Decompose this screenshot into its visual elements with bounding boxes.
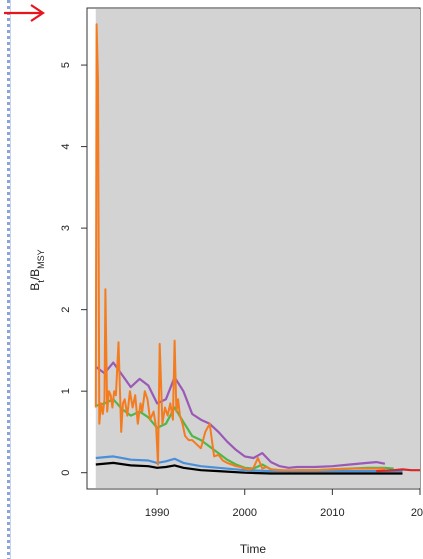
y-tick-label: 1 xyxy=(60,388,72,394)
series-line-3 xyxy=(95,461,403,475)
x-tick-label: 1990 xyxy=(145,507,169,519)
x-tick-label: 2000 xyxy=(232,507,256,519)
y-tick-label: 2 xyxy=(60,307,72,313)
x-tick-label: 202 xyxy=(411,507,423,519)
y-tick-label: 3 xyxy=(60,225,72,231)
series-line-0 xyxy=(95,361,386,469)
background-band-layer xyxy=(95,9,421,488)
x-tick-label: 2010 xyxy=(320,507,344,519)
y-tick-label: 0 xyxy=(60,470,72,476)
y-tick-label: 4 xyxy=(60,144,72,150)
y-tick-label: 5 xyxy=(60,62,72,68)
axis-layer: 199020002010202012345 xyxy=(60,62,423,519)
left-rail-dashes xyxy=(7,0,10,559)
background-band xyxy=(95,9,421,488)
series-line-5 xyxy=(94,23,385,472)
x-axis-title: Time xyxy=(240,542,267,556)
pointer-arrow-icon xyxy=(4,4,45,22)
series-layer xyxy=(94,23,420,475)
left-rail-line xyxy=(10,0,11,559)
y-axis-title: Bt/BMSY xyxy=(28,249,46,290)
series-line-4 xyxy=(376,468,420,473)
